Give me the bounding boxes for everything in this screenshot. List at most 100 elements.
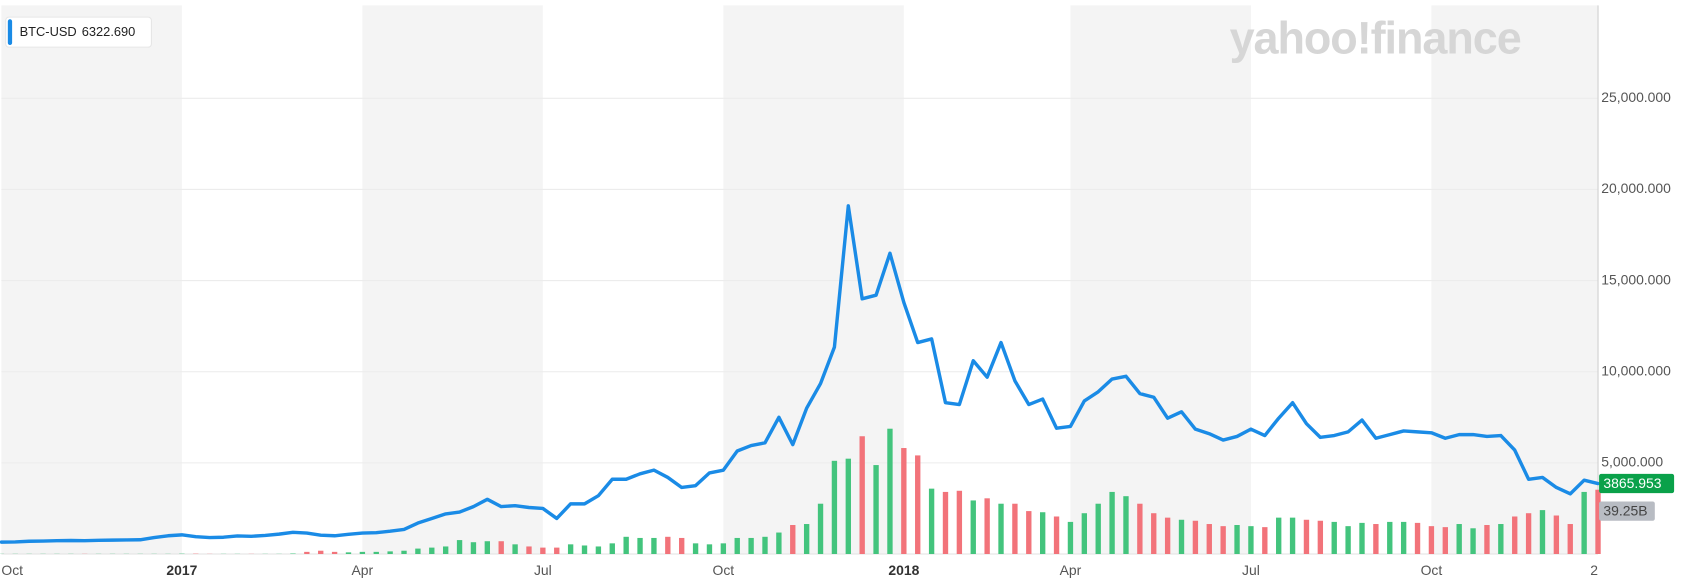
volume-bar [1178,519,1185,554]
volume-bar [1539,510,1546,554]
legend-swatch [7,19,13,46]
volume-bar [442,546,449,554]
volume-bar [873,465,879,554]
volume-bar [567,544,574,554]
volume-bar [637,537,643,554]
volume-bar [1234,525,1240,554]
volume-bar [706,544,713,554]
volume-bar [1039,512,1046,554]
volume-bar [373,551,379,554]
volume-bar [887,428,893,554]
volume-bar [1359,522,1365,554]
volume-bar [1400,521,1407,554]
volume-bar [1067,521,1074,554]
volume-bar [1345,526,1351,554]
price-line [0,204,1600,544]
quarter-band [1,5,182,554]
volume-bar [1192,520,1199,554]
volume-bar [1470,528,1476,554]
volume-bar [1442,527,1448,554]
volume-bar [318,550,324,554]
legend-label: BTC-USD [20,24,77,39]
plot: 3865.953 39.25B [0,204,1675,544]
y-tick-label: 25,000.000 [1601,89,1671,105]
volume-bar [1317,520,1324,554]
x-tick-label: Jul [1242,562,1260,578]
volume-bar [692,543,699,554]
volume-bar [1484,525,1490,554]
volume-bar [1262,527,1268,554]
volume-bar [470,542,477,554]
volume-bar [401,550,407,554]
volume-bar [554,547,560,554]
volume-bar [679,537,685,554]
volume-bar [512,544,518,554]
volume-bar [845,458,851,554]
volume-bar [1581,491,1587,554]
volume-bar [1151,513,1157,554]
volume-bar [345,552,352,554]
quarter-bands [1,5,1599,554]
volume-bar [1498,524,1504,554]
volume-bar [1512,516,1518,554]
volume-bar [984,498,990,554]
volume-bar [456,540,463,554]
volume-bar [1387,521,1393,554]
y-tick-label: 5,000.000 [1601,454,1663,470]
volume-bar [651,537,657,554]
volume-bar [1026,511,1032,554]
volume-bar [915,455,921,554]
quarter-band [1431,5,1599,554]
volume-bar [623,536,629,554]
volume-bar [734,537,740,554]
volume-bar [720,543,727,554]
volume-bar [928,488,935,554]
volume-bar [817,503,824,554]
volume-bar [1567,524,1573,554]
last-volume-label: 39.25B [1603,502,1647,518]
x-tick-label: 2 [1590,562,1598,578]
volume-bar [1053,516,1060,554]
x-tick-label: 2018 [888,562,919,578]
volume-bar [1095,503,1101,554]
legend-value: 6322.690 [82,24,136,39]
volume-bar [331,551,338,554]
volume-bar [1276,517,1282,554]
volume-bar [609,543,615,554]
volume-bar [304,551,310,554]
legend: BTC-USD 6322.690 [5,16,152,48]
volume-bar [859,436,865,554]
quarter-band [362,5,543,554]
volume-bar [803,524,810,554]
volume-bar [1373,524,1379,554]
volume-bar [595,546,602,554]
volume-bar [1553,515,1560,554]
quarter-band [1070,5,1251,554]
volume-bar [956,490,963,554]
volume-bar [1428,526,1435,554]
volume-bar [581,545,588,554]
volume-bar [1220,526,1226,554]
volume-bar [970,500,976,554]
volume-bar [1303,519,1310,554]
volume-bar [484,541,491,554]
volume-bar [387,551,393,554]
y-tick-label: 10,000.000 [1601,362,1671,378]
volume-bar [748,537,754,554]
volume-bar [831,460,838,554]
volume-bar [1595,489,1601,554]
volume-bar [1525,513,1532,554]
volume-bar [1414,522,1421,554]
volume-bar [1081,513,1088,554]
x-tick-label: Oct [1,562,23,578]
volume-bar [1137,503,1143,554]
volume-bar [526,546,532,554]
last-volume-box [1599,501,1655,521]
legend-box [5,16,152,48]
volume-bar [1248,526,1254,554]
volume-bar [429,547,435,554]
volume-bar [1206,524,1212,554]
volume-bars [0,428,1601,554]
volume-bar [665,536,671,554]
